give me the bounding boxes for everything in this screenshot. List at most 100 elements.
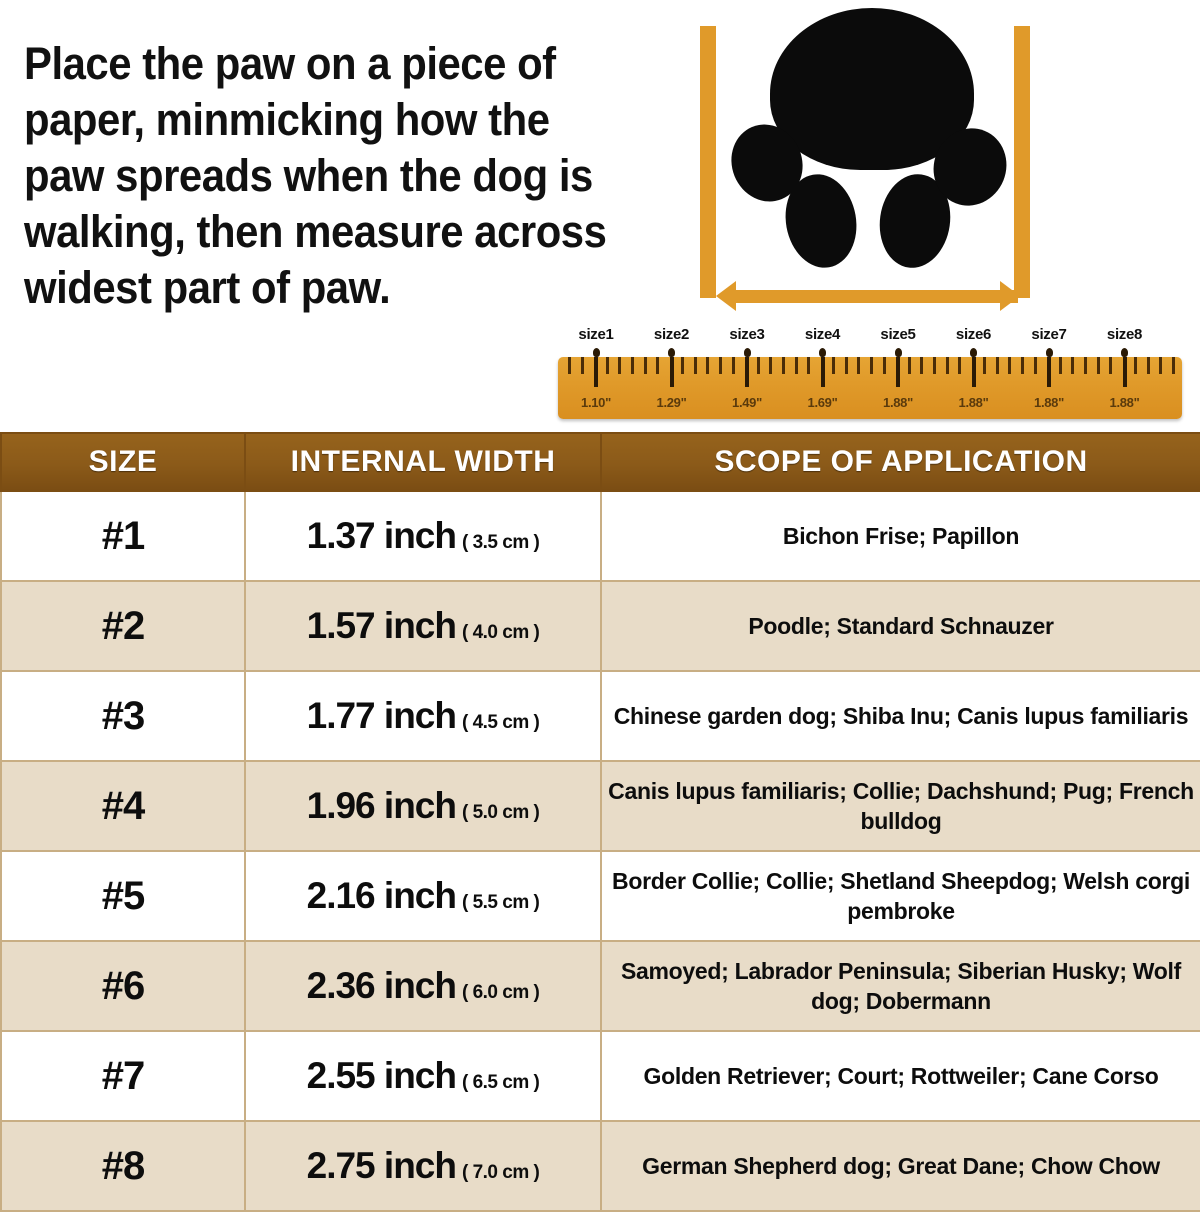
cell-scope: Samoyed; Labrador Peninsula; Siberian Hu…	[600, 940, 1200, 1032]
width-centimeters: ( 5.5 cm )	[461, 892, 540, 913]
cell-scope: German Shepherd dog; Great Dane; Chow Ch…	[600, 1120, 1200, 1212]
table-row: #6 2.36 inch( 6.0 cm ) Samoyed; Labrador P…	[0, 940, 1200, 1032]
ruler-size-tick	[896, 357, 900, 387]
ruler-tick	[656, 357, 660, 374]
cell-size: #7	[0, 1030, 246, 1122]
ruler-tick	[693, 357, 697, 374]
ruler-tick	[1172, 357, 1175, 374]
ruler-size-label: size1	[578, 326, 614, 343]
ruler-size-pointer-icon	[970, 348, 977, 357]
paw-measurement-diagram	[694, 6, 1044, 316]
ruler-tick	[1071, 357, 1075, 374]
ruler-tick	[958, 357, 962, 374]
ruler-size-tick	[594, 357, 598, 387]
ruler-tick	[719, 357, 722, 374]
ruler-tick	[807, 357, 811, 374]
width-inches: 1.77 inch	[306, 695, 457, 736]
cell-internal-width: 2.55 inch( 6.5 cm )	[244, 1030, 602, 1122]
ruler-measure-value: 1.49"	[732, 395, 762, 410]
ruler-size-label: size8	[1106, 326, 1143, 343]
ruler-size-pointer-icon	[1045, 348, 1053, 357]
ruler-tick	[1033, 357, 1037, 374]
cell-size: #5	[0, 850, 246, 942]
table-header: SIZE INTERNAL WIDTH SCOPE OF APPLICATION	[0, 432, 1200, 492]
cell-size: #4	[0, 760, 246, 852]
ruler-measure-value: 1.69"	[807, 395, 838, 410]
ruler-size-tick	[971, 357, 976, 387]
ruler-tick	[932, 357, 936, 374]
width-inches: 2.36 inch	[306, 965, 457, 1006]
ruler-size-label: size3	[729, 326, 765, 343]
ruler-measure-value: 1.88"	[1034, 395, 1064, 410]
ruler-tick	[618, 357, 622, 374]
ruler-tick	[706, 357, 710, 374]
ruler-tick	[1159, 357, 1163, 374]
ruler-measure-value: 1.29"	[656, 395, 687, 410]
table-header-row: SIZE INTERNAL WIDTH SCOPE OF APPLICATION	[0, 432, 1200, 492]
cell-internal-width: 2.36 inch( 6.0 cm )	[244, 940, 602, 1032]
ruler-tick	[1058, 357, 1062, 374]
cell-internal-width: 1.77 inch( 4.5 cm )	[244, 670, 602, 762]
width-centimeters: ( 4.0 cm )	[461, 622, 540, 643]
cell-internal-width: 2.16 inch( 5.5 cm )	[244, 850, 602, 942]
ruler-tick	[870, 357, 873, 374]
ruler-tick	[1021, 357, 1024, 374]
ruler-diagram: size1 size2 size3 size4 size5 size6 size7 size8…	[558, 326, 1182, 426]
ruler-tick	[844, 357, 848, 374]
width-inches: 2.16 inch	[306, 875, 457, 916]
cell-size: #2	[0, 580, 246, 672]
size-chart-table: SIZE INTERNAL WIDTH SCOPE OF APPLICATION…	[0, 432, 1200, 1212]
width-centimeters: ( 3.5 cm )	[461, 532, 540, 553]
ruler-tick	[769, 357, 773, 374]
ruler-tick	[983, 357, 987, 374]
cell-scope: Canis lupus familiaris; Collie; Dachshun…	[600, 760, 1200, 852]
ruler-tick	[945, 357, 949, 374]
cell-internal-width: 1.96 inch( 5.0 cm )	[244, 760, 602, 852]
width-inches: 2.75 inch	[306, 1145, 457, 1186]
ruler-tick	[605, 357, 609, 374]
ruler-tick	[580, 357, 584, 374]
ruler-size-tick	[820, 357, 825, 387]
header-size: SIZE	[0, 432, 246, 492]
ruler-value-labels: 1.10" 1.29" 1.49" 1.69" 1.88" 1.88" 1.88" 1.88"	[558, 357, 1182, 419]
table-body: #1 1.37 inch( 3.5 cm ) Bichon Frise; Papil…	[0, 490, 1200, 1212]
table-row: #7 2.55 inch( 6.5 cm ) Golden Retriever; C…	[0, 1030, 1200, 1122]
header-scope: SCOPE OF APPLICATION	[600, 432, 1200, 492]
width-inches: 1.37 inch	[306, 515, 457, 556]
ruler-size-pointer-icon	[668, 348, 675, 357]
ruler-tick	[882, 357, 886, 374]
ruler-tick	[1083, 357, 1087, 374]
cell-size: #8	[0, 1120, 246, 1212]
ruler-size-pointer-icon	[894, 348, 902, 357]
arrow-head-left-icon	[716, 281, 736, 311]
instruction-section: Place the paw on a piece of paper, minmi…	[0, 0, 1200, 432]
width-centimeters: ( 7.0 cm )	[461, 1162, 540, 1183]
ruler-size-label: size2	[653, 326, 690, 343]
paw-main-pad-icon	[770, 8, 974, 170]
ruler-size-labels: size1 size2 size3 size4 size5 size6 size7 size8	[558, 326, 1182, 357]
ruler-size-pointer-icon	[1121, 348, 1128, 357]
table-row: #1 1.37 inch( 3.5 cm ) Bichon Frise; Papil…	[0, 490, 1200, 582]
width-centimeters: ( 4.5 cm )	[461, 712, 540, 733]
width-centimeters: ( 5.0 cm )	[461, 802, 540, 823]
ruler-measure-value: 1.88"	[958, 395, 989, 410]
cell-size: #6	[0, 940, 246, 1032]
ruler-tick	[832, 357, 836, 374]
header-internal-width: INTERNAL WIDTH	[244, 432, 602, 492]
ruler-tick	[1134, 357, 1138, 374]
ruler-tick	[857, 357, 861, 374]
ruler-size-label: size4	[804, 326, 841, 343]
table-row: #5 2.16 inch( 5.5 cm ) Border Collie; Coll…	[0, 850, 1200, 942]
width-centimeters: ( 6.0 cm )	[461, 982, 540, 1003]
ruler-tick	[920, 357, 924, 374]
ruler-tick	[1008, 357, 1012, 374]
ruler-measure-value: 1.10"	[581, 395, 611, 410]
cell-size: #1	[0, 490, 246, 582]
table-row: #8 2.75 inch( 7.0 cm ) German Shepherd dog…	[0, 1120, 1200, 1212]
ruler-measure-value: 1.88"	[883, 395, 913, 410]
cell-scope: Poodle; Standard Schnauzer	[600, 580, 1200, 672]
guide-bar-left-icon	[700, 26, 716, 298]
ruler-tick	[995, 357, 999, 374]
cell-scope: Golden Retriever; Court; Rottweiler; Can…	[600, 1030, 1200, 1122]
